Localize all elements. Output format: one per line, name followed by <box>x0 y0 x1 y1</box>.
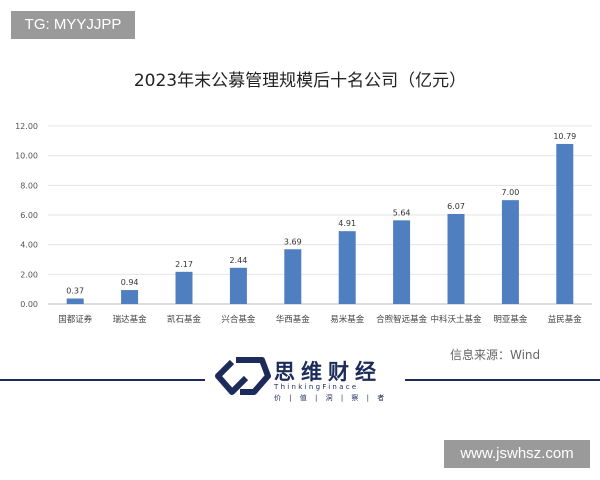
y-tick-label: 4.00 <box>20 241 38 250</box>
data-label: 0.37 <box>66 287 84 296</box>
data-label: 2.17 <box>175 260 193 269</box>
data-label: 10.79 <box>553 132 576 141</box>
x-tick-label: 明亚基金 <box>493 314 528 325</box>
bar <box>121 290 139 304</box>
watermark-bottom: www.jswhsz.com <box>444 440 590 468</box>
bar <box>338 231 356 304</box>
brand-name: 思维财经 <box>274 360 382 384</box>
x-tick-label: 益民基金 <box>548 314 583 325</box>
x-tick-label: 国都证券 <box>58 314 93 325</box>
y-tick-label: 10.00 <box>15 152 38 161</box>
brand-english: ThinkingFinace <box>274 383 359 391</box>
y-tick-label: 12.00 <box>15 122 38 131</box>
bar <box>447 213 465 304</box>
y-tick-label: 6.00 <box>20 211 38 220</box>
y-tick-label: 0.00 <box>20 300 38 309</box>
y-tick-label: 8.00 <box>20 181 38 190</box>
x-tick-label: 中科沃土基金 <box>430 314 482 325</box>
x-tick-label: 易米基金 <box>330 314 365 325</box>
y-tick-label: 2.00 <box>20 270 38 279</box>
x-tick-label: 瑞达基金 <box>113 314 148 325</box>
bar <box>66 298 84 304</box>
data-label: 4.91 <box>338 219 356 228</box>
brand-tagline: 价 | 值 | 洞 | 察 | 者 <box>274 394 388 402</box>
bar <box>556 143 574 304</box>
chart-title: 2023年末公募管理规模后十名公司（亿元） <box>133 71 467 91</box>
x-tick-label: 华西基金 <box>276 314 311 325</box>
bar <box>393 220 411 304</box>
watermark-top: TG: MYYJJPP <box>11 11 135 39</box>
source-note: 信息来源：Wind <box>450 348 541 362</box>
data-label: 0.94 <box>121 278 139 287</box>
data-label: 2.44 <box>229 256 247 265</box>
x-tick-label: 兴合基金 <box>221 314 256 325</box>
data-label: 6.07 <box>447 202 465 211</box>
data-label: 7.00 <box>501 188 519 197</box>
x-tick-label: 合煦智远基金 <box>376 314 428 325</box>
x-tick-label: 凯石基金 <box>167 314 202 325</box>
data-label: 3.69 <box>284 237 302 246</box>
bar <box>284 249 302 304</box>
bar <box>501 200 519 304</box>
bar <box>229 267 247 304</box>
data-label: 5.64 <box>393 208 411 217</box>
bar <box>175 271 193 304</box>
